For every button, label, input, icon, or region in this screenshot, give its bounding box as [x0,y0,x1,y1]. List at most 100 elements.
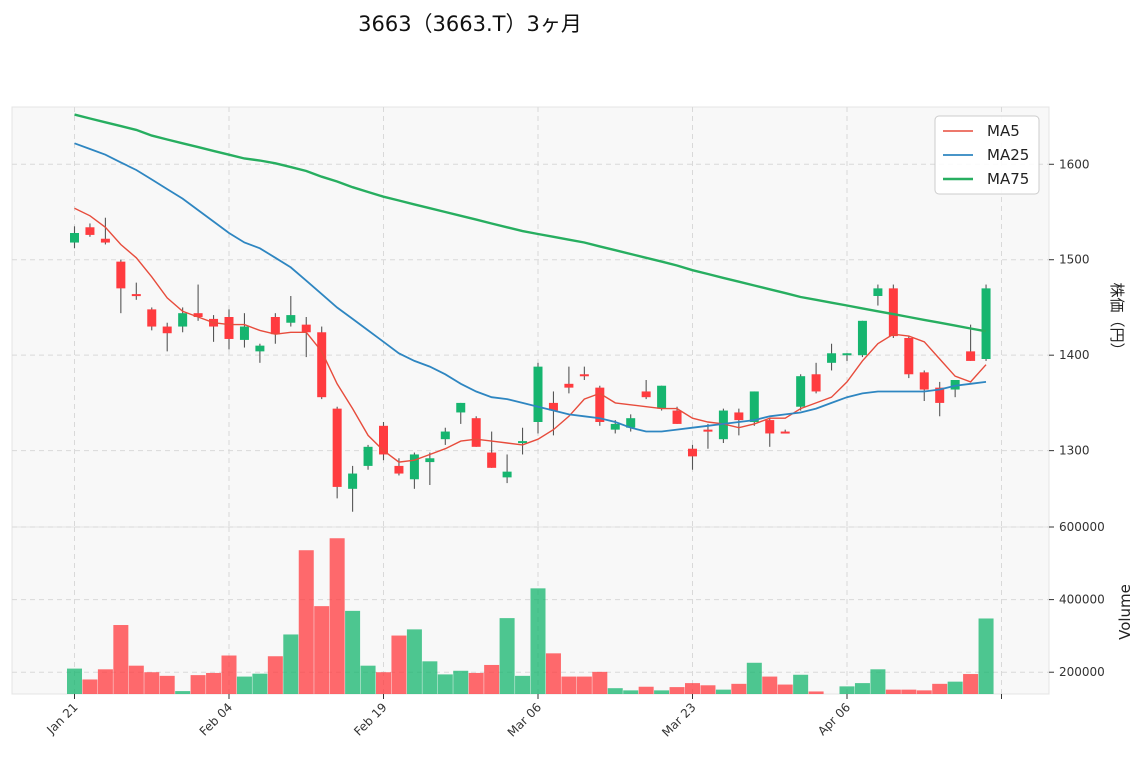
volume-bar [67,668,82,694]
volume-bar [298,550,314,694]
candle-down [595,387,605,422]
volume-bar [916,690,932,694]
volume-bar [159,675,175,694]
volume-bar [97,669,113,694]
volume-bar [345,610,361,694]
volume-ytick-label: 600000 [1059,520,1105,534]
volume-bar [360,665,376,694]
candle-up [255,345,265,352]
price-ytick-label: 1600 [1059,157,1090,171]
ma-line-ma75 [74,113,987,333]
candle-up [626,418,636,428]
volume-bar [700,685,716,694]
volume-ytick-label: 200000 [1059,665,1105,679]
candle-up [950,380,960,390]
volume-bar [932,683,948,694]
volume-bar [406,629,422,694]
candle-up [718,410,728,440]
candle-up [873,288,883,296]
candle-down [131,294,141,297]
volume-bar [963,674,979,694]
volume-bar [808,691,824,694]
candle-down [811,374,821,392]
candle-down [193,313,203,317]
volume-bar [437,674,453,694]
candle-down [332,408,342,487]
volume-bar [314,606,330,694]
price-axis-label: 株価（円） [1108,282,1126,357]
volume-bar [561,676,577,694]
candle-up [363,446,373,466]
xtick-label: Mar 06 [505,700,544,739]
candle-down [224,317,234,339]
candle-down [548,402,558,411]
candle-up [827,353,837,363]
candle-down [888,288,898,337]
candle-down [765,420,775,434]
volume-ytick-label: 400000 [1059,593,1105,607]
volume-bar [715,689,731,694]
candle-down [85,227,95,235]
legend-label-ma75: MA75 [987,170,1029,188]
candle-up [857,320,867,356]
legend-label-ma5: MA5 [987,122,1020,140]
volume-bar [128,665,144,694]
candle-down [147,309,157,327]
candle-down [703,429,713,432]
xtick-label: Apr 06 [815,700,853,738]
volume-bar [499,618,515,694]
candle-down [379,425,388,455]
price-panel: 1300 1400 1500 1600 株価（円） [11,106,1126,528]
volume-bar [947,681,963,694]
xtick-label: Jan 21 [43,700,80,737]
candle-down [688,448,697,457]
candle-down [162,326,172,334]
volume-bar [391,635,407,694]
candle-down [116,261,126,289]
candle-down [579,374,589,377]
candle-up [981,288,991,359]
xtick-label: Feb 04 [197,700,235,738]
candle-up [425,458,435,463]
candle-up [502,471,512,478]
candle-up [518,441,528,444]
volume-bar [422,661,438,694]
price-ytick-label: 1400 [1059,348,1090,362]
ma-line-ma25 [74,142,987,433]
volume-bar [592,671,608,694]
legend-box [934,115,1040,195]
candle-down [487,452,497,468]
candle-down [100,238,110,243]
volume-bar [762,676,778,694]
candle-down [301,324,311,333]
candle-up [70,233,79,243]
volume-bar [175,691,191,694]
candle-up [749,391,759,422]
candle-down [564,383,574,388]
candle-down [394,465,404,474]
volume-bar [685,683,700,694]
volume-bar [654,690,670,694]
volume-bar [144,672,160,694]
candle-up [409,454,419,480]
volume-bar [545,653,561,694]
volume-bar [221,655,237,694]
volume-bar [777,684,793,694]
volume-bar [638,686,654,694]
candle-up [440,431,450,440]
volume-bar [793,674,809,694]
volume-bar [329,538,345,694]
candle-down [734,412,744,421]
legend-label-ma25: MA25 [987,146,1029,164]
candle-down [904,338,914,375]
volume-bar [267,656,283,694]
volume-bar [854,683,870,694]
candle-down [471,418,481,447]
volume-panel: 200000 400000 600000 Volume Jan 21 Feb 04 Feb … [11,520,1134,740]
candle-down [919,372,929,390]
candle-up [657,385,667,409]
legend: MA5 MA25 MA75 [934,115,1040,195]
candle-down [780,431,790,434]
volume-bar [731,683,747,694]
candle-up [796,376,806,407]
